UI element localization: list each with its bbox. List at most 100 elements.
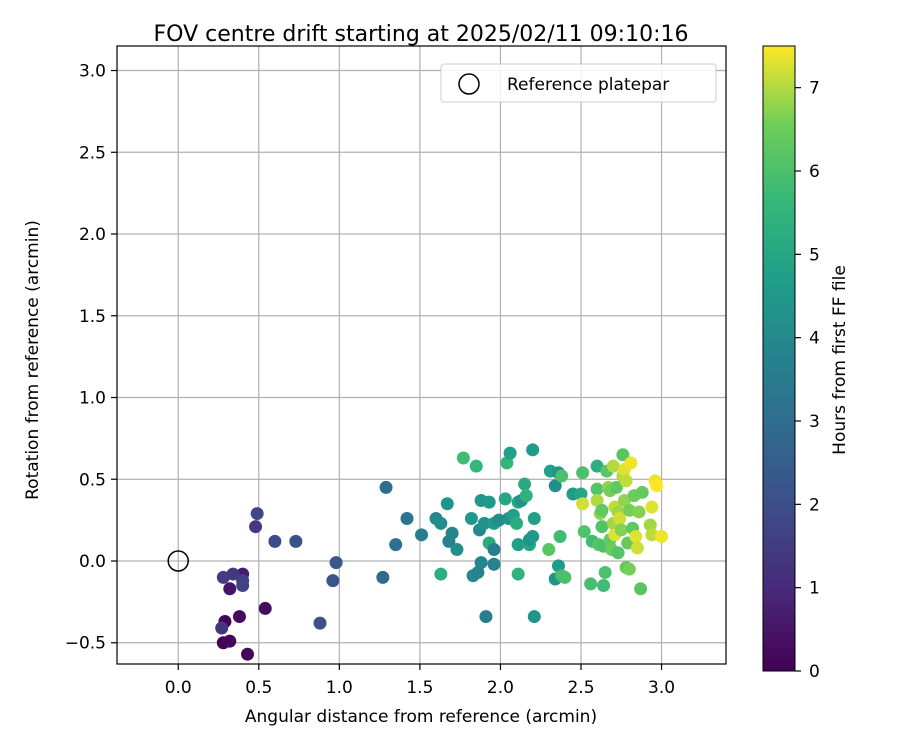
data-point	[584, 577, 598, 591]
data-point	[469, 459, 483, 473]
colorbar-tick-label: 0	[809, 662, 820, 682]
data-point	[482, 495, 496, 509]
data-point	[232, 610, 246, 624]
chart-title: FOV centre drift starting at 2025/02/11 …	[154, 22, 689, 47]
colorbar-ticks: 0 1 2 3 4 5 6 7	[795, 79, 820, 682]
data-point	[503, 446, 517, 460]
colorbar-label: Hours from first FF file	[830, 265, 850, 455]
data-point	[645, 500, 659, 514]
data-point	[611, 546, 625, 560]
data-point	[326, 574, 340, 588]
data-point	[576, 466, 590, 480]
grid	[117, 46, 726, 664]
reference-marker-group	[167, 550, 189, 572]
legend-reference-marker	[458, 73, 480, 95]
data-point	[223, 634, 237, 648]
data-point	[619, 474, 633, 488]
x-tick-label: 0.0	[165, 678, 192, 698]
data-point	[289, 534, 303, 548]
x-tick-label: 2.5	[567, 678, 594, 698]
legend-box	[440, 63, 717, 103]
data-point	[474, 556, 488, 570]
data-point	[487, 557, 501, 571]
data-point	[614, 523, 628, 537]
data-point	[618, 494, 631, 508]
data-point	[590, 459, 604, 473]
colorbar-tick-label: 7	[809, 79, 820, 99]
data-point	[492, 513, 506, 527]
data-point	[389, 538, 403, 552]
data-point	[445, 526, 459, 540]
data-point	[440, 497, 454, 511]
y-tick-label: 2.0	[79, 225, 106, 245]
data-point	[555, 469, 569, 483]
data-point	[590, 494, 604, 508]
scatter-points	[215, 443, 669, 661]
data-point	[526, 529, 540, 543]
data-point	[624, 456, 638, 470]
data-point	[450, 543, 464, 557]
y-axis: −0.5 0.0 0.5 1.0 1.5 2.0 2.5 3.0	[65, 62, 117, 654]
y-tick-label: 3.0	[79, 62, 106, 82]
x-tick-label: 2.0	[487, 678, 514, 698]
data-point	[258, 601, 272, 615]
data-point	[597, 579, 611, 593]
legend-label: Reference platepar	[507, 75, 669, 95]
data-point	[526, 443, 540, 457]
y-tick-label: 1.5	[79, 307, 106, 327]
colorbar: 0 1 2 3 4 5 6 7 Hours from first FF file	[762, 45, 850, 682]
data-point	[548, 479, 562, 493]
x-axis: 0.0 0.5 1.0 1.5 2.0 2.5 3.0	[165, 664, 675, 698]
data-point	[576, 497, 590, 511]
data-point	[518, 477, 532, 491]
data-point	[236, 579, 250, 593]
y-tick-label: 0.0	[79, 552, 106, 572]
data-point	[598, 565, 612, 579]
data-point	[215, 621, 229, 635]
data-point	[498, 492, 512, 506]
x-tick-label: 1.0	[326, 678, 353, 698]
data-point	[542, 543, 556, 557]
data-point	[479, 610, 493, 624]
plot-frame	[116, 45, 727, 665]
data-point	[241, 647, 254, 661]
data-point	[622, 562, 636, 576]
data-point	[553, 529, 567, 543]
y-tick-label: 0.5	[79, 470, 106, 490]
data-point	[558, 570, 572, 584]
colorbar-tick-label: 2	[809, 495, 820, 515]
data-point	[650, 479, 664, 493]
data-point	[519, 489, 533, 503]
colorbar-tick-label: 3	[809, 412, 820, 432]
data-point	[616, 448, 630, 462]
data-point	[226, 567, 240, 581]
data-point	[622, 503, 636, 517]
data-point	[329, 556, 343, 570]
data-point	[655, 529, 669, 543]
data-point	[643, 518, 657, 532]
data-point	[635, 485, 649, 499]
data-point	[510, 516, 524, 530]
data-point	[629, 529, 643, 543]
y-axis-label: Rotation from reference (arcmin)	[23, 220, 43, 500]
data-point	[313, 616, 327, 630]
data-point	[574, 487, 588, 501]
data-point	[590, 482, 604, 496]
data-point	[595, 520, 609, 534]
data-point	[456, 451, 470, 465]
colorbar-gradient	[762, 45, 796, 672]
data-point	[415, 528, 428, 542]
data-point	[268, 534, 282, 548]
data-point	[487, 543, 501, 557]
data-point	[379, 480, 393, 494]
data-point	[609, 480, 623, 494]
y-tick-label: 1.0	[79, 389, 106, 409]
data-point	[511, 567, 525, 581]
data-point	[527, 511, 541, 525]
colorbar-tick-label: 4	[809, 329, 820, 349]
data-point	[551, 559, 565, 573]
data-point	[434, 567, 448, 581]
colorbar-tick-label: 5	[809, 245, 820, 265]
data-point	[632, 505, 646, 519]
